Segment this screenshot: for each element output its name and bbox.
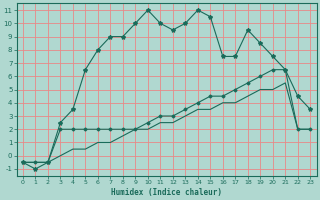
X-axis label: Humidex (Indice chaleur): Humidex (Indice chaleur) — [111, 188, 222, 197]
